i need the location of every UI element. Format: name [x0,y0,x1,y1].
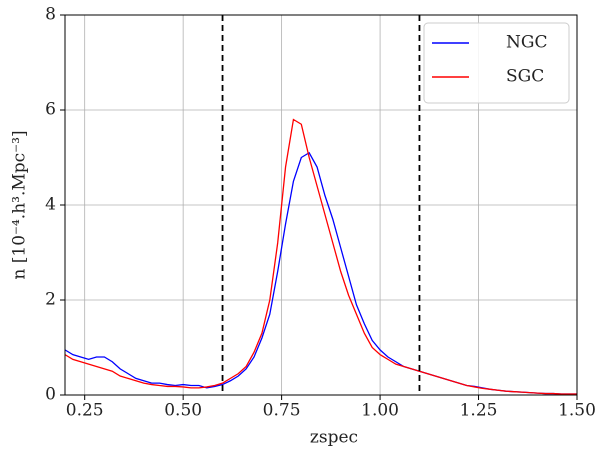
x-tick-label: 0.75 [263,401,301,421]
x-tick-label: 1.50 [558,401,596,421]
x-tick-label: 0.25 [66,401,104,421]
plot-frame [64,14,578,396]
x-tick-label: 1.25 [460,401,498,421]
data-line [64,151,577,395]
legend: NGC SGC [423,22,570,104]
y-tick-label: 8 [45,5,56,25]
y-axis-label: n [10⁻⁴.h³.Mpc⁻³] [10,130,30,279]
y-tick-label: 0 [45,385,56,405]
x-tick-label: 1.00 [361,401,399,421]
legend-label: NGC [506,33,547,53]
y-tick-label: 2 [45,290,56,310]
y-tick-label: 6 [45,100,56,120]
y-tick-label: 4 [45,195,56,215]
data-line [64,118,577,395]
legend-label: SGC [506,67,544,87]
x-axis-label: zspec [310,428,358,448]
x-tick-label: 0.50 [164,401,202,421]
